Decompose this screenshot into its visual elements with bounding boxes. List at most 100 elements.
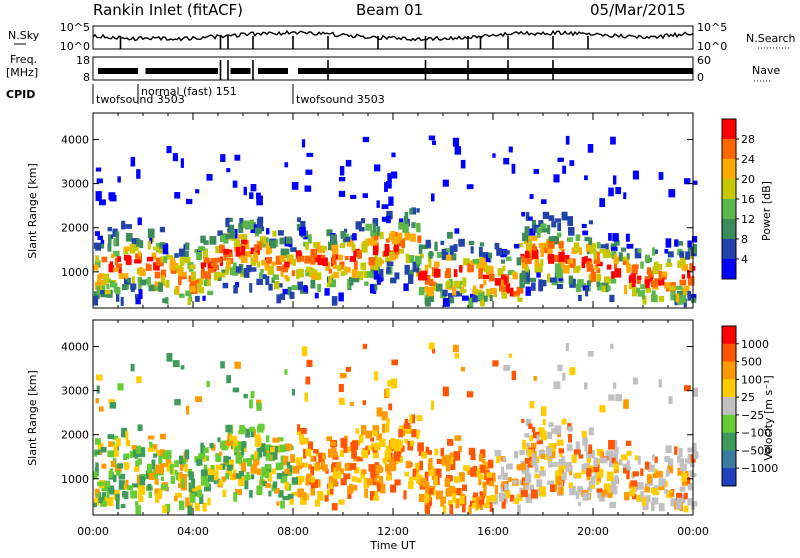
velocity-echo bbox=[244, 480, 249, 490]
velocity-echo bbox=[351, 476, 358, 482]
power-echo bbox=[442, 179, 449, 187]
power-echo bbox=[350, 235, 354, 243]
power-echo bbox=[608, 252, 613, 258]
power-echo bbox=[287, 286, 292, 296]
power-echo bbox=[681, 274, 686, 279]
power-echo bbox=[403, 283, 409, 291]
velocity-echo bbox=[360, 469, 366, 479]
power-echo bbox=[259, 236, 266, 244]
velocity-echo bbox=[172, 360, 180, 368]
velocity-echo bbox=[198, 453, 205, 460]
velocity-echo bbox=[526, 446, 530, 452]
velocity-echo bbox=[370, 437, 375, 442]
velocity-echo bbox=[593, 457, 598, 467]
power-echo bbox=[548, 254, 555, 264]
power-echo bbox=[272, 230, 277, 237]
velocity-echo bbox=[95, 462, 99, 471]
power-echo bbox=[249, 282, 253, 293]
power-echo bbox=[108, 234, 112, 245]
velocity-echo bbox=[162, 505, 167, 514]
power-echo bbox=[95, 167, 102, 172]
power-echo bbox=[478, 268, 483, 278]
velocity-echo bbox=[424, 481, 430, 488]
velocity-echo bbox=[338, 397, 345, 405]
velocity-echo bbox=[121, 427, 128, 438]
velocity-echo bbox=[660, 478, 666, 487]
power-colorbar-segment bbox=[722, 178, 736, 200]
power-echo bbox=[94, 281, 101, 290]
velocity-echo bbox=[411, 414, 416, 424]
power-echo bbox=[517, 297, 523, 302]
velocity-echo bbox=[291, 477, 298, 485]
velocity-echo bbox=[139, 447, 146, 457]
power-echo bbox=[160, 269, 167, 278]
power-echo bbox=[153, 246, 159, 251]
velocity-echo bbox=[472, 497, 478, 507]
velocity-echo bbox=[538, 450, 546, 459]
power-echo bbox=[623, 192, 627, 200]
x-axis-label: Time UT bbox=[369, 539, 415, 552]
velocity-echo bbox=[280, 474, 288, 484]
velocity-echo bbox=[331, 503, 338, 511]
power-echo bbox=[299, 220, 306, 230]
power-echo bbox=[265, 276, 270, 285]
power-echo bbox=[159, 242, 166, 248]
power-echo bbox=[185, 290, 192, 297]
power-echo bbox=[264, 237, 269, 243]
power-echo bbox=[557, 157, 564, 162]
velocity-echo bbox=[596, 448, 604, 456]
velocity-echo bbox=[424, 471, 429, 482]
velocity-echo bbox=[520, 490, 528, 498]
velocity-echo bbox=[562, 372, 566, 381]
velocity-echo bbox=[692, 451, 699, 459]
velocity-echo bbox=[275, 462, 283, 471]
velocity-echo bbox=[238, 430, 245, 435]
velocity-echo bbox=[149, 441, 153, 451]
power-echo bbox=[370, 230, 378, 237]
power-echo bbox=[346, 239, 353, 247]
power-echo bbox=[101, 256, 108, 263]
velocity-echo bbox=[614, 447, 619, 454]
power-echo bbox=[202, 249, 209, 259]
velocity-echo bbox=[442, 504, 447, 514]
velocity-echo bbox=[578, 454, 584, 459]
x-tick-label: 20:00 bbox=[577, 525, 609, 538]
velocity-echo bbox=[468, 447, 476, 455]
velocity-echo bbox=[178, 455, 184, 465]
power-echo bbox=[524, 273, 530, 282]
power-echo bbox=[478, 292, 484, 300]
power-echo bbox=[642, 295, 647, 305]
velocity-echo bbox=[115, 493, 120, 501]
power-ylabel: Slant Range [km] bbox=[26, 163, 39, 259]
nsky-panel-frame bbox=[92, 25, 694, 50]
power-echo bbox=[120, 297, 124, 306]
velocity-echo bbox=[328, 475, 335, 483]
velocity-echo bbox=[667, 458, 674, 466]
velocity-echo bbox=[386, 417, 390, 426]
power-echo bbox=[428, 135, 436, 141]
nsky-trace bbox=[92, 29, 694, 49]
velocity-echo bbox=[529, 401, 535, 409]
power-echo bbox=[487, 267, 494, 276]
velocity-echo bbox=[305, 448, 312, 457]
power-echo bbox=[376, 226, 381, 237]
velocity-echo bbox=[403, 423, 411, 429]
velocity-echo bbox=[687, 447, 694, 453]
power-echo bbox=[223, 234, 229, 244]
power-colorbar-tick-label: 20 bbox=[741, 173, 755, 186]
velocity-echo bbox=[435, 490, 443, 500]
power-echo bbox=[195, 189, 200, 194]
velocity-echo bbox=[478, 476, 482, 486]
velocity-echo bbox=[97, 442, 104, 451]
velocity-echo bbox=[612, 440, 618, 449]
power-echo bbox=[558, 251, 565, 262]
velocity-echo bbox=[548, 461, 553, 468]
power-echo bbox=[606, 264, 612, 270]
power-echo bbox=[339, 242, 346, 249]
velocity-echo bbox=[136, 376, 142, 384]
velocity-ytick-label: 2000 bbox=[61, 429, 89, 442]
power-echo bbox=[96, 178, 103, 184]
velocity-echo bbox=[584, 463, 591, 470]
velocity-echo bbox=[379, 438, 386, 447]
power-echo bbox=[501, 274, 506, 280]
